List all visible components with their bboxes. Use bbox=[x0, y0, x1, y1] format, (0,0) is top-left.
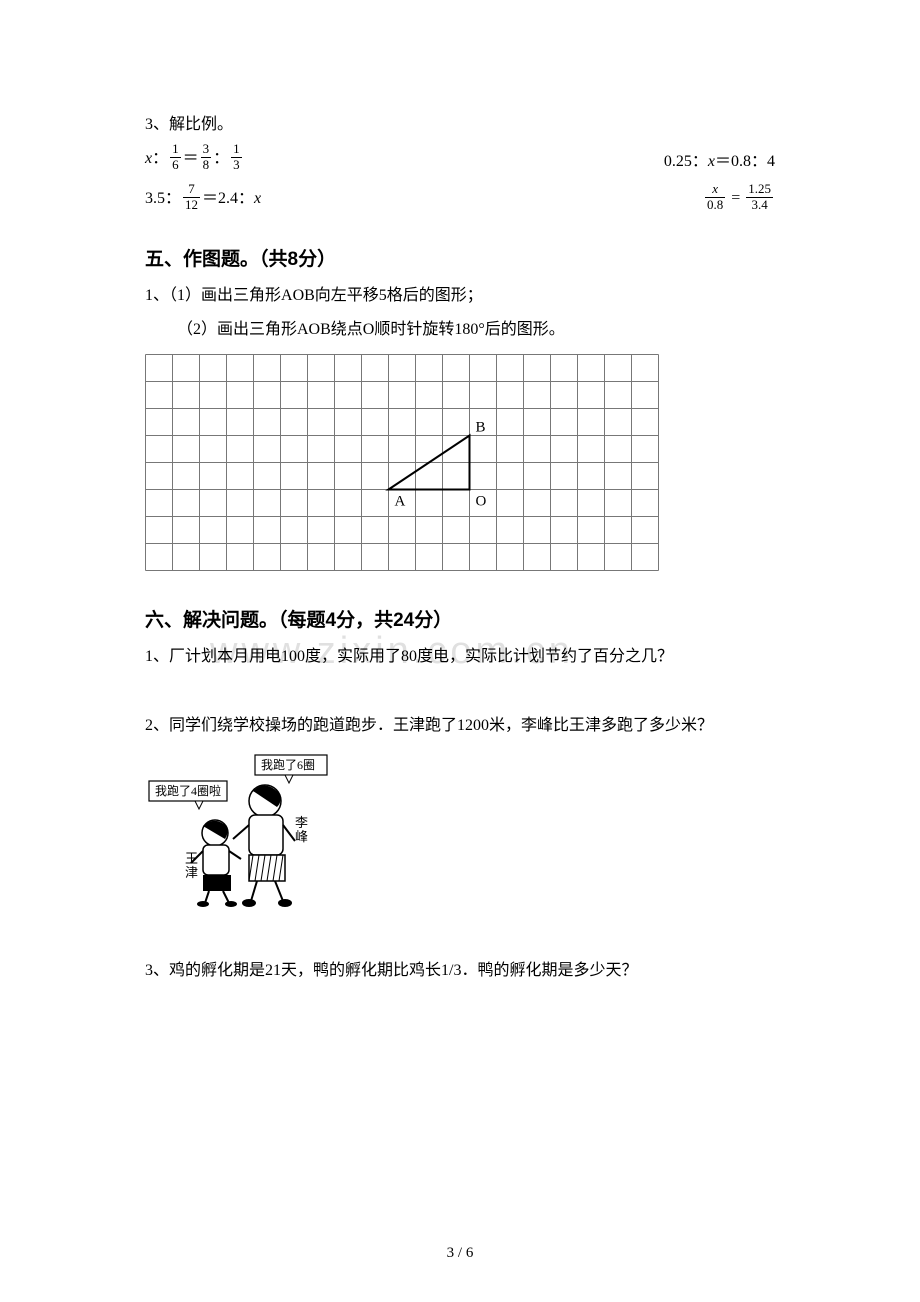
svg-text:A: A bbox=[395, 493, 406, 509]
section-6-q2: 2、同学们绕学校操场的跑道跑步．王津跑了1200米，李峰比王津多跑了多少米？ bbox=[145, 711, 775, 741]
svg-text:我跑了4圈啦: 我跑了4圈啦 bbox=[155, 783, 221, 798]
svg-text:我跑了6圈: 我跑了6圈 bbox=[261, 758, 315, 772]
section-5-q1-sub2: （2）画出三角形AOB绕点O顺时针旋转180°后的图形。 bbox=[145, 315, 775, 345]
section-5-q1-sub1: 1、（1）画出三角形AOB向左平移5格后的图形； bbox=[145, 281, 775, 311]
section-6-q3: 3、鸡的孵化期是21天，鸭的孵化期比鸡长1/3．鸭的孵化期是多少天？ bbox=[145, 956, 775, 986]
eq-2-right: x0.8 = 1.253.4 bbox=[703, 184, 775, 214]
svg-text:津: 津 bbox=[185, 865, 198, 880]
equation-row-1: x：16＝38：13 0.25：x＝0.8：4 bbox=[145, 142, 775, 176]
svg-text:O: O bbox=[476, 493, 487, 509]
svg-text:李: 李 bbox=[295, 815, 308, 830]
eq-2-left: 3.5：712＝2.4：x bbox=[145, 184, 261, 214]
svg-text:峰: 峰 bbox=[295, 829, 308, 844]
eq-1-right: 0.25：x＝0.8：4 bbox=[664, 147, 775, 171]
section-6-title: 六、解决问题。（每题4分，共24分） bbox=[145, 605, 775, 632]
page-number: 3 / 6 bbox=[0, 1245, 920, 1262]
question-3-title: 3、解比例。 bbox=[145, 110, 775, 134]
svg-text:B: B bbox=[476, 419, 486, 435]
grid-diagram: A B O bbox=[145, 354, 775, 577]
section-6-q1: 1、厂计划本月用电100度，实际用了80度电，实际比计划节约了百分之几？ bbox=[145, 642, 775, 672]
equation-row-2: 3.5：712＝2.4：x x0.8 = 1.253.4 bbox=[145, 182, 775, 216]
svg-text:王: 王 bbox=[185, 851, 198, 866]
eq-1-left: x：16＝38：13 bbox=[145, 144, 244, 174]
cartoon-illustration: 我跑了4圈啦 我跑了6圈王津 李峰 bbox=[145, 751, 775, 916]
section-5-title: 五、作图题。（共8分） bbox=[145, 244, 775, 271]
